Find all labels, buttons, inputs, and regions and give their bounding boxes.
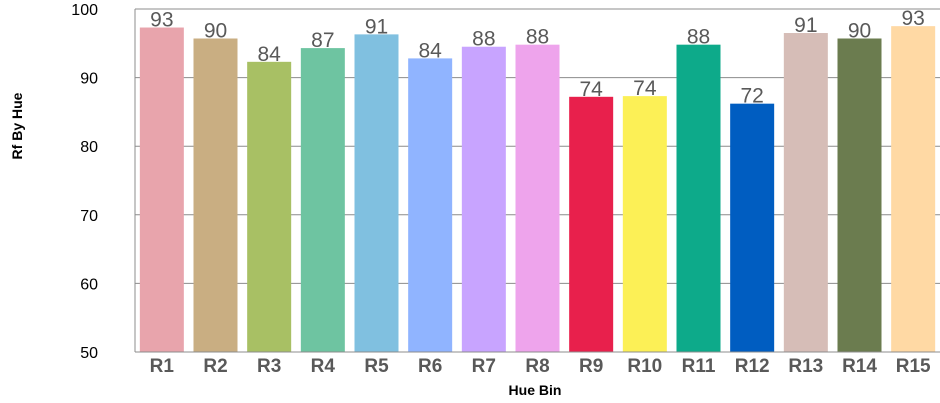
x-tick-label: R9 — [579, 356, 603, 377]
bar-r12 — [730, 103, 775, 352]
data-label-r13: 91 — [794, 14, 817, 37]
y-tick-label: 70 — [80, 208, 98, 225]
bar-r7 — [461, 46, 506, 352]
data-label-r2: 90 — [204, 19, 227, 42]
data-label-r10: 74 — [633, 77, 657, 100]
bar-r5 — [354, 34, 399, 353]
bar-r3 — [247, 61, 292, 353]
data-label-r14: 90 — [848, 19, 871, 42]
x-tick-label: R6 — [418, 356, 442, 377]
data-label-r8: 88 — [526, 26, 549, 49]
data-label-r5: 91 — [365, 15, 388, 38]
x-tick-label: R3 — [257, 356, 281, 377]
bar-r4 — [300, 48, 345, 353]
bar-r2 — [193, 38, 238, 353]
bar-r6 — [408, 58, 453, 352]
x-tick-label: R7 — [472, 356, 496, 377]
data-label-r3: 84 — [257, 43, 281, 66]
y-axis-ticks: 50 60 70 80 90 100 — [71, 2, 98, 362]
bar-r9 — [569, 96, 614, 352]
x-tick-label: R4 — [311, 356, 336, 377]
x-tick-label: R11 — [682, 356, 716, 377]
data-label-r12: 72 — [740, 85, 763, 108]
x-tick-label: R13 — [788, 356, 823, 377]
x-tick-label: R8 — [525, 356, 549, 377]
bar-r15 — [891, 26, 936, 353]
data-labels: 93 90 84 87 91 84 88 88 74 74 88 72 91 90 93 — [150, 7, 925, 108]
y-tick-label: 90 — [80, 71, 98, 88]
bar-r13 — [783, 33, 828, 352]
x-axis-title: Hue Bin — [509, 382, 562, 398]
data-label-r11: 88 — [687, 26, 710, 49]
bar-r14 — [837, 38, 882, 353]
x-tick-label: R10 — [627, 356, 662, 377]
x-tick-label: R2 — [203, 356, 227, 377]
data-label-r15: 93 — [901, 7, 924, 30]
bars — [139, 26, 936, 353]
x-axis-ticks: R1 R2 R3 R4 R5 R6 R7 R8 R9 R10 R11 R12 R13 R14 R15 — [150, 356, 931, 377]
y-tick-label: 80 — [80, 139, 98, 156]
x-tick-label: R14 — [842, 356, 877, 377]
data-label-r7: 88 — [472, 28, 495, 51]
bar-r11 — [676, 44, 721, 353]
x-tick-label: R1 — [150, 356, 175, 377]
data-label-r9: 74 — [579, 78, 603, 101]
plot-frame — [134, 8, 940, 353]
x-tick-label: R5 — [364, 356, 389, 377]
bar-r10 — [622, 96, 667, 352]
data-label-r1: 93 — [150, 9, 173, 32]
data-label-r4: 87 — [311, 29, 334, 52]
y-axis-title: Rf By Hue — [9, 92, 25, 159]
x-tick-label: R15 — [896, 356, 931, 377]
y-tick-label: 50 — [80, 345, 98, 362]
bar-r1 — [139, 27, 184, 352]
bar-r8 — [515, 44, 560, 353]
data-label-r6: 84 — [418, 39, 442, 62]
y-tick-label: 100 — [71, 2, 98, 19]
x-tick-label: R12 — [735, 356, 770, 377]
y-tick-label: 60 — [80, 276, 98, 293]
